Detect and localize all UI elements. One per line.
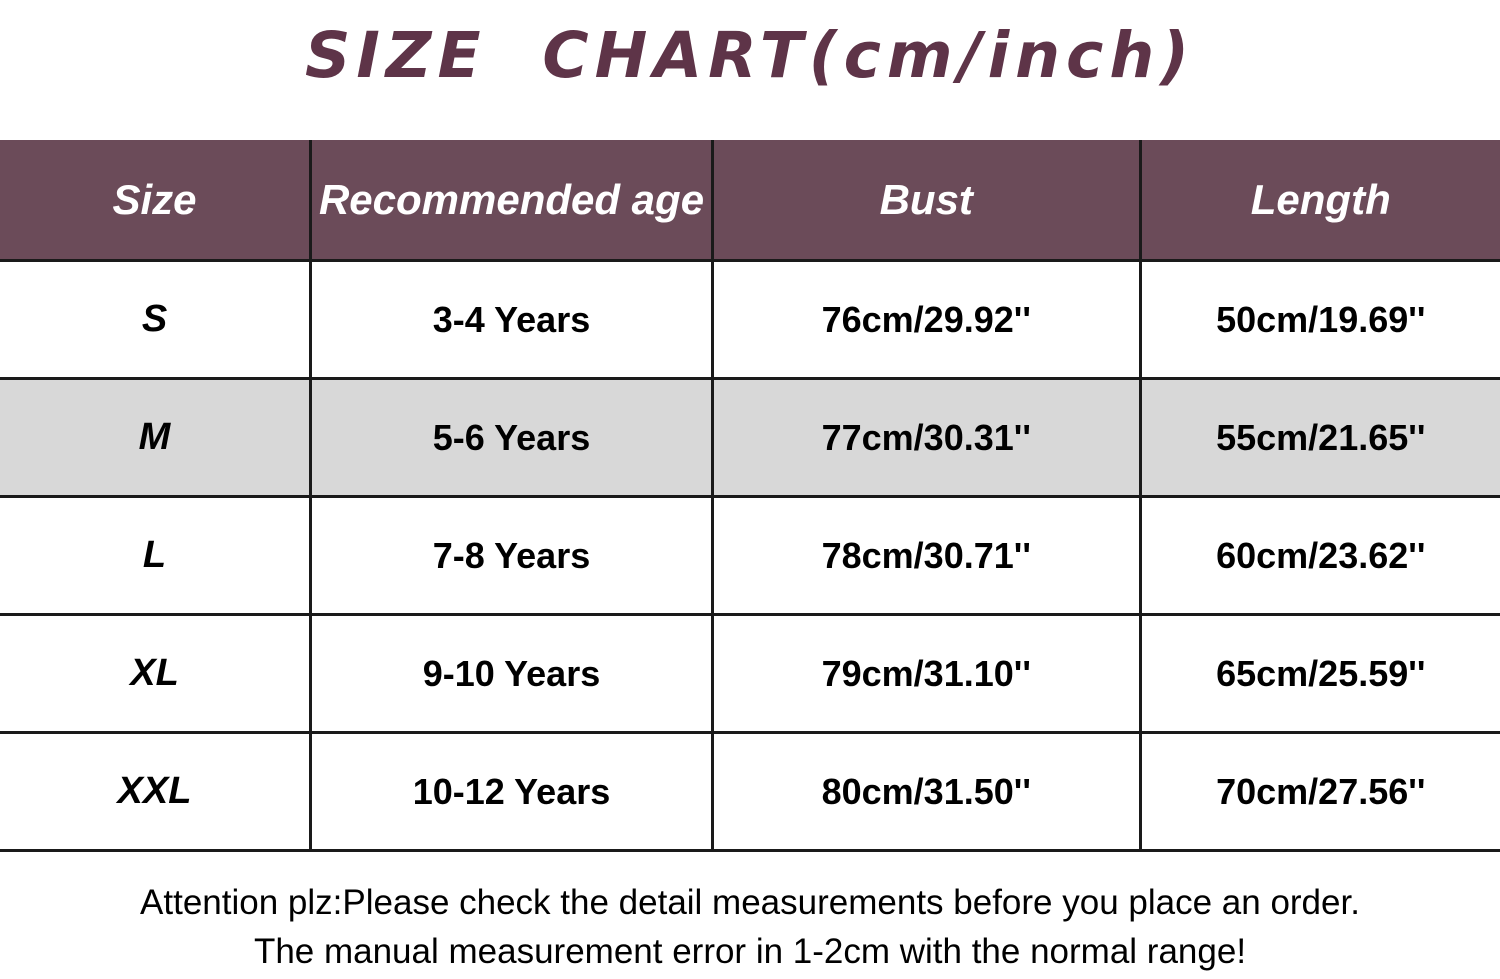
page-title: SIZE CHART(cm/inch) (304, 19, 1196, 92)
attention-note-line-2: The manual measurement error in 1-2cm wi… (253, 932, 1247, 971)
table-row-xxl: XXL 10-12 Years 80cm/31.50'' 70cm/27.56'… (0, 731, 1500, 852)
age-cell: 9-10 Years (309, 613, 714, 734)
length-cell: 60cm/23.62'' (1138, 495, 1500, 616)
column-header-age: Recommended age (309, 140, 714, 262)
size-cell: S (0, 259, 312, 380)
column-header-size: Size (0, 140, 312, 262)
table-row-m: M 5-6 Years 77cm/30.31'' 55cm/21.65'' (0, 377, 1500, 498)
age-cell: 5-6 Years (309, 377, 714, 498)
size-cell: XXL (0, 731, 312, 852)
age-cell: 7-8 Years (309, 495, 714, 616)
column-header-bust: Bust (711, 140, 1142, 262)
age-cell: 3-4 Years (309, 259, 714, 380)
bust-cell: 80cm/31.50'' (711, 731, 1142, 852)
attention-note: Attention plz:Please check the detail me… (0, 878, 1500, 976)
table-row-xl: XL 9-10 Years 79cm/31.10'' 65cm/25.59'' (0, 613, 1500, 734)
size-chart-table: Size Recommended age Bust Length S 3-4 Y… (0, 140, 1500, 852)
size-cell: M (0, 377, 312, 498)
bust-cell: 76cm/29.92'' (711, 259, 1142, 380)
bust-cell: 77cm/30.31'' (711, 377, 1142, 498)
size-cell: L (0, 495, 312, 616)
length-cell: 65cm/25.59'' (1138, 613, 1500, 734)
bust-cell: 78cm/30.71'' (711, 495, 1142, 616)
age-cell: 10-12 Years (309, 731, 714, 852)
table-row-s: S 3-4 Years 76cm/29.92'' 50cm/19.69'' (0, 259, 1500, 380)
length-cell: 50cm/19.69'' (1138, 259, 1500, 380)
column-header-length: Length (1138, 140, 1500, 262)
table-row-l: L 7-8 Years 78cm/30.71'' 60cm/23.62'' (0, 495, 1500, 616)
size-cell: XL (0, 613, 312, 734)
table-header-row: Size Recommended age Bust Length (0, 140, 1500, 262)
bust-cell: 79cm/31.10'' (711, 613, 1142, 734)
attention-note-line-1: Attention plz:Please check the detail me… (140, 883, 1360, 922)
length-cell: 70cm/27.56'' (1138, 731, 1500, 852)
length-cell: 55cm/21.65'' (1138, 377, 1500, 498)
